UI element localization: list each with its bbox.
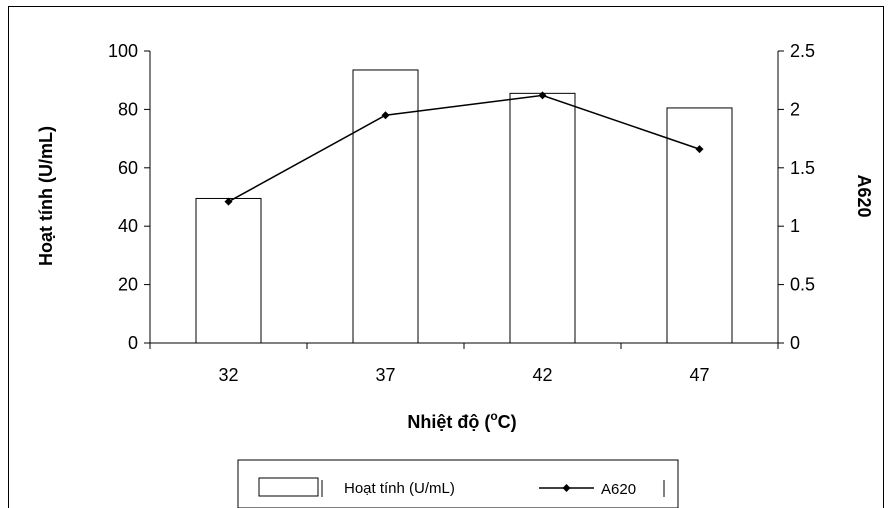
right-y-tick-label: 0 [790, 333, 800, 353]
left-y-tick-label: 100 [108, 41, 138, 61]
x-tick-label-32: 32 [218, 365, 238, 385]
x-tick-label-47: 47 [689, 365, 709, 385]
chart-frame [8, 6, 884, 508]
legend-bar-swatch [258, 477, 319, 497]
left-y-axis-title: Hoạt tính (U/mL) [36, 126, 56, 266]
legend-line-marker [562, 484, 571, 492]
bar-series [195, 69, 733, 344]
right-y-axis-title: A620 [854, 174, 874, 217]
a620-point-37 [381, 111, 390, 120]
left-y-tick-label: 40 [118, 216, 138, 236]
legend-label-activity: Hoạt tính (U/mL) [344, 480, 455, 497]
a620-point-42 [538, 91, 547, 100]
left-y-tick-label: 80 [118, 99, 138, 119]
right-y-tick-label: 2.5 [790, 41, 815, 61]
right-y-tick-label: 1 [790, 216, 800, 236]
x-tick-label-37: 37 [375, 365, 395, 385]
right-y-tick-label: 0.5 [790, 275, 815, 295]
left-y-tick-label: 20 [118, 275, 138, 295]
ticks: 32 37 42 47 0 20 40 60 80 100 0 0.5 1 1.5 2 2.5 [108, 41, 815, 385]
bar-32 [195, 197, 262, 344]
line-series-a620 [224, 91, 704, 206]
x-tick-label-42: 42 [532, 365, 552, 385]
bar-47 [666, 107, 733, 344]
a620-point-32 [224, 197, 233, 206]
left-y-tick-label: 0 [128, 333, 138, 353]
legend: Hoạt tính (U/mL) A620 [237, 459, 679, 508]
right-y-tick-label: 1.5 [790, 158, 815, 178]
a620-point-47 [695, 145, 704, 154]
right-y-tick-label: 2 [790, 99, 800, 119]
bar-42 [509, 92, 576, 344]
bar-37 [352, 69, 419, 344]
a620-line [228, 94, 700, 203]
legend-label-a620: A620 [601, 481, 636, 498]
x-axis-title: Nhiệt độ (oC) [407, 409, 516, 432]
left-y-tick-label: 60 [118, 158, 138, 178]
